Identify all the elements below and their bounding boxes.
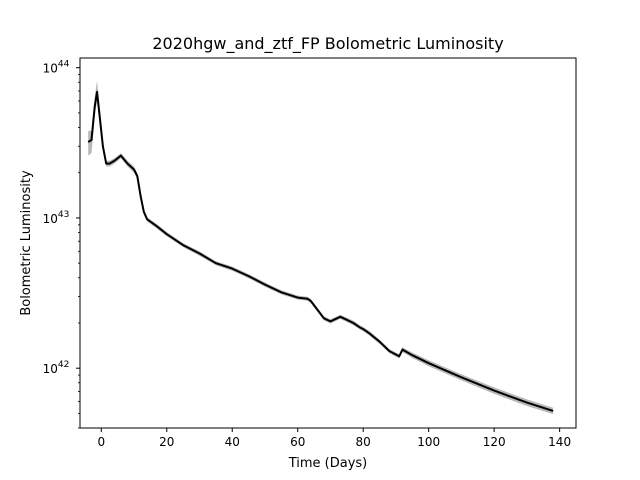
x-tick-label: 120 — [483, 435, 506, 449]
x-tick-label: 40 — [225, 435, 240, 449]
x-tick-label: 80 — [356, 435, 371, 449]
chart-title: 2020hgw_and_ztf_FP Bolometric Luminosity — [152, 34, 503, 54]
axes-frame — [79, 57, 577, 429]
y-axis-label: Bolometric Luminosity — [19, 170, 34, 316]
y-tick-label: 1044 — [43, 60, 70, 76]
x-tick-label: 100 — [417, 435, 440, 449]
x-tick-label: 0 — [97, 435, 105, 449]
x-tick-label: 60 — [290, 435, 305, 449]
series-line — [87, 90, 554, 412]
x-tick-label: 20 — [159, 435, 174, 449]
y-tick-label: 1042 — [43, 360, 70, 376]
x-axis-label: Time (Days) — [288, 456, 368, 471]
y-axis: 1042 1043 1044 — [43, 60, 80, 429]
y-tick-label: 1043 — [43, 210, 70, 226]
plot-area — [87, 80, 554, 415]
x-tick-label: 140 — [548, 435, 571, 449]
error-band — [88, 80, 554, 415]
x-axis: 0 20 40 60 80 100 120 140 — [97, 428, 571, 449]
